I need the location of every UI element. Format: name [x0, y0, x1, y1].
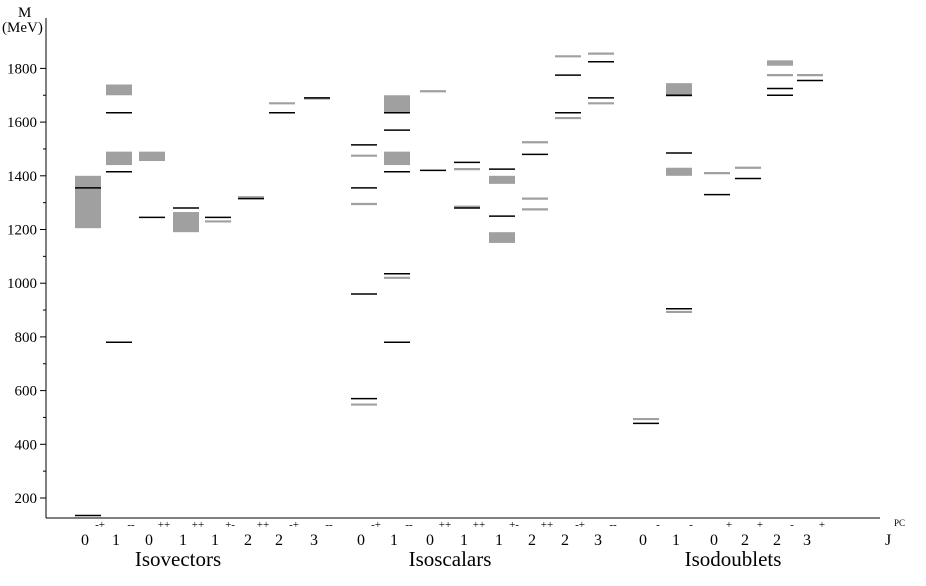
x-tick-label-j: 1	[211, 532, 219, 549]
y-tick-label: 200	[15, 491, 38, 507]
x-tick-label-pc: --	[405, 519, 413, 531]
x-tick-label-j: 1	[390, 532, 398, 549]
x-tick-label-pc: ++	[158, 519, 170, 531]
y-ticks: 200 400 600 800 1000 1200 1400 1600 1800	[7, 61, 46, 507]
x-tick-label-j: 0	[145, 532, 153, 549]
x-tick-label-pc: +-	[509, 519, 519, 531]
x-tick-label-j: 1	[112, 532, 120, 549]
x-tick-label-pc: +	[819, 519, 825, 531]
x-tick-label-pc: -+	[575, 519, 585, 531]
x-tick-label-j: 3	[310, 532, 318, 549]
x-tick-label-j: 2	[561, 532, 569, 549]
x-tick-label-j: 0	[81, 532, 89, 549]
x-tick-label-pc: ++	[257, 519, 269, 531]
experimental-band	[384, 151, 410, 166]
experimental-band	[75, 175, 101, 229]
group-label-isovectors: Isovectors	[135, 547, 221, 571]
y-tick-label: 1600	[7, 115, 37, 131]
x-tick-label-pc: -+	[289, 519, 299, 531]
experimental-band	[173, 212, 199, 233]
experimental-band	[384, 95, 410, 113]
x-tick-label-pc: -+	[95, 519, 105, 531]
x-tick-label-j: 3	[594, 532, 602, 549]
x-tick-label-j: 0	[710, 532, 718, 549]
level-marks	[75, 52, 823, 517]
experimental-band	[767, 60, 793, 66]
x-tick-label-pc: +	[726, 519, 732, 531]
experimental-band	[666, 167, 692, 176]
x-tick-label-j: 1	[179, 532, 187, 549]
experimental-band	[106, 84, 132, 96]
x-axis-label-superscript: PC	[894, 518, 905, 528]
experimental-band	[139, 151, 165, 162]
experimental-band	[489, 232, 515, 243]
x-tick-label-pc: -	[656, 519, 660, 531]
y-axis-label: M	[18, 5, 31, 21]
y-tick-label: 800	[15, 330, 38, 346]
y-tick-label: 1000	[7, 276, 37, 292]
x-tick-label-pc: -	[689, 519, 693, 531]
x-tick-label-j: 2	[275, 532, 283, 549]
experimental-band	[666, 83, 692, 97]
y-tick-label: 400	[15, 437, 38, 453]
x-tick-label-j: 2	[773, 532, 781, 549]
x-tick-label-pc: ++	[541, 519, 553, 531]
group-label-isoscalars: Isoscalars	[409, 547, 492, 571]
x-tick-label-pc: -	[790, 519, 794, 531]
x-tick-label-pc: ++	[192, 519, 204, 531]
x-tick-label-pc: --	[325, 519, 333, 531]
y-tick-label: 1400	[7, 169, 37, 185]
y-axis-unit: (MeV)	[2, 20, 43, 36]
x-tick-label-pc: -+	[371, 519, 381, 531]
experimental-band	[106, 151, 132, 166]
y-tick-label: 1800	[7, 61, 37, 77]
x-tick-label-j: 3	[803, 532, 811, 549]
x-tick-label-pc: ++	[439, 519, 451, 531]
y-tick-label: 1200	[7, 223, 37, 239]
x-tick-label-j: 0	[639, 532, 647, 549]
experimental-band	[489, 175, 515, 184]
x-tick-label-j: 2	[244, 532, 252, 549]
x-tick-label-j: 2	[528, 532, 536, 549]
x-axis-label: J	[885, 532, 891, 549]
x-tick-label-pc: +-	[225, 519, 235, 531]
y-tick-label: 600	[15, 384, 38, 400]
x-tick-label-j: 0	[426, 532, 434, 549]
x-tick-label-j: 1	[672, 532, 680, 549]
x-tick-label-pc: ++	[473, 519, 485, 531]
x-tick-label-pc: --	[127, 519, 135, 531]
x-tick-label-j: 1	[460, 532, 468, 549]
x-tick-label-pc: --	[609, 519, 617, 531]
x-tick-label-j: 0	[357, 532, 365, 549]
x-tick-label-j: 1	[495, 532, 503, 549]
x-tick-labels: 0-+1--0++1++1+-2++2-+3--0-+1--0++1++1+-2…	[81, 519, 825, 549]
x-tick-label-pc: +	[757, 519, 763, 531]
group-labels: Isovectors Isoscalars Isodoublets	[135, 547, 782, 571]
group-label-isodoublets: Isodoublets	[685, 547, 782, 571]
x-tick-label-j: 2	[741, 532, 749, 549]
